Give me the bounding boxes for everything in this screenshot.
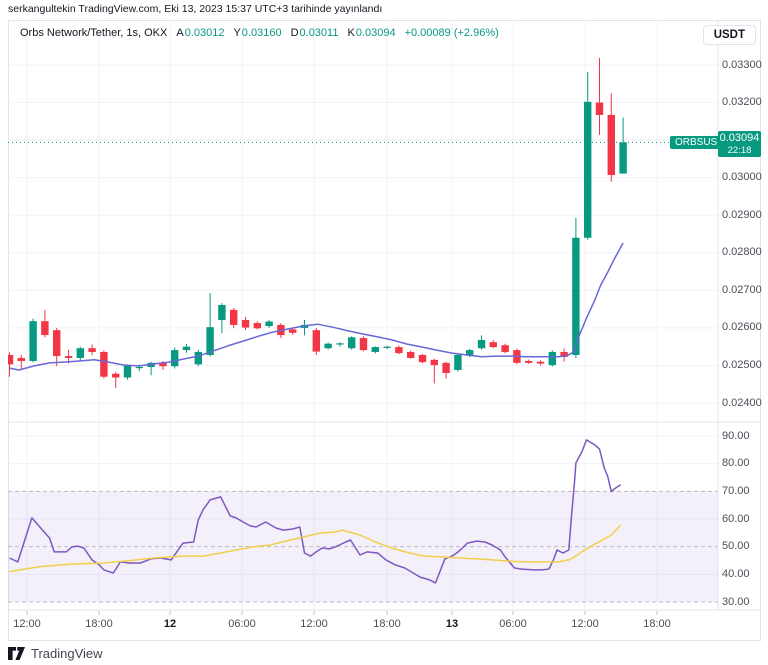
- candle: [53, 327, 61, 367]
- legend-open-label: A: [176, 27, 184, 39]
- candle: [88, 344, 96, 355]
- candle: [41, 309, 49, 338]
- legend-open: A 0.03012: [176, 27, 224, 39]
- candle: [383, 345, 391, 349]
- candle: [395, 345, 403, 355]
- candle: [265, 320, 273, 328]
- candle: [407, 350, 415, 359]
- candle: [171, 347, 179, 369]
- tradingview-logo-text: TradingView: [31, 646, 103, 661]
- candle: [430, 358, 438, 384]
- time-axis-label: 12:00: [571, 618, 599, 630]
- candle: [253, 321, 261, 330]
- candle: [324, 342, 332, 350]
- candle: [206, 292, 214, 357]
- time-axis-label: 18:00: [85, 618, 113, 630]
- candlestick-series: [8, 57, 627, 389]
- candle: [300, 320, 309, 336]
- candle: [371, 346, 379, 354]
- candle: [454, 354, 462, 372]
- candle: [241, 317, 250, 331]
- time-axis-label: 13: [445, 618, 459, 630]
- candle: [112, 371, 120, 389]
- legend-high-value: 0.03160: [241, 27, 282, 39]
- candle: [359, 336, 368, 352]
- candle: [572, 217, 580, 358]
- candle: [607, 93, 615, 182]
- time-axis-label: 06:00: [499, 618, 527, 630]
- price-ma-line: [9, 242, 624, 371]
- candle: [536, 360, 545, 366]
- legend-close-value: 0.03094: [355, 27, 396, 39]
- price-marker-price: 0.03094: [719, 132, 760, 144]
- candle: [619, 117, 627, 174]
- candle: [525, 359, 533, 364]
- legend-low-label: D: [290, 27, 299, 39]
- candle: [123, 364, 132, 380]
- tradingview-logo[interactable]: TradingView: [8, 646, 103, 661]
- candle: [489, 339, 497, 349]
- candle: [17, 354, 25, 370]
- legend-change: +0.00089 (+2.96%): [404, 27, 499, 39]
- legend-high-label: Y: [233, 27, 241, 39]
- legend-symbol-title: Orbs Network/Tether, 1s, OKX: [20, 27, 168, 39]
- time-axis-label: 18:00: [643, 618, 671, 630]
- candle: [584, 72, 592, 240]
- candle: [8, 352, 14, 377]
- candle: [418, 353, 427, 364]
- time-axis-label: 18:00: [373, 618, 401, 630]
- legend-high: Y 0.03160: [233, 27, 281, 39]
- rsi-based-ma-line: [9, 524, 622, 573]
- tradingview-logo-icon: [8, 647, 25, 660]
- time-axis-label: 12:00: [13, 618, 41, 630]
- candle: [29, 318, 37, 363]
- candle: [477, 335, 486, 350]
- price-marker-countdown: 22:18: [727, 145, 752, 156]
- price-marker: 0.03094 22:18: [718, 131, 761, 157]
- legend-open-value: 0.03012: [184, 27, 225, 39]
- legend-close-label: K: [347, 27, 355, 39]
- time-axis-label: 06:00: [228, 618, 256, 630]
- candle: [560, 348, 568, 362]
- candle: [194, 349, 202, 367]
- candle: [336, 342, 344, 347]
- candle: [76, 346, 84, 361]
- candle: [312, 327, 320, 355]
- candle: [230, 308, 238, 328]
- candle: [100, 350, 108, 379]
- legend-low: D 0.03011: [291, 27, 339, 39]
- candle: [595, 57, 604, 135]
- candle: [548, 350, 556, 367]
- time-axis-label: 12: [163, 618, 177, 630]
- legend-low-value: 0.03011: [299, 27, 339, 39]
- candle: [501, 343, 509, 354]
- candle: [218, 303, 226, 334]
- currency-button[interactable]: USDT: [702, 25, 756, 45]
- candle: [442, 361, 450, 379]
- attribution-text: serkangultekin TradingView.com, Eki 13, …: [8, 3, 383, 15]
- time-axis-label: 12:00: [300, 618, 328, 630]
- candle: [182, 343, 191, 353]
- legend-close: K 0.03094: [347, 27, 395, 39]
- candle: [348, 336, 356, 350]
